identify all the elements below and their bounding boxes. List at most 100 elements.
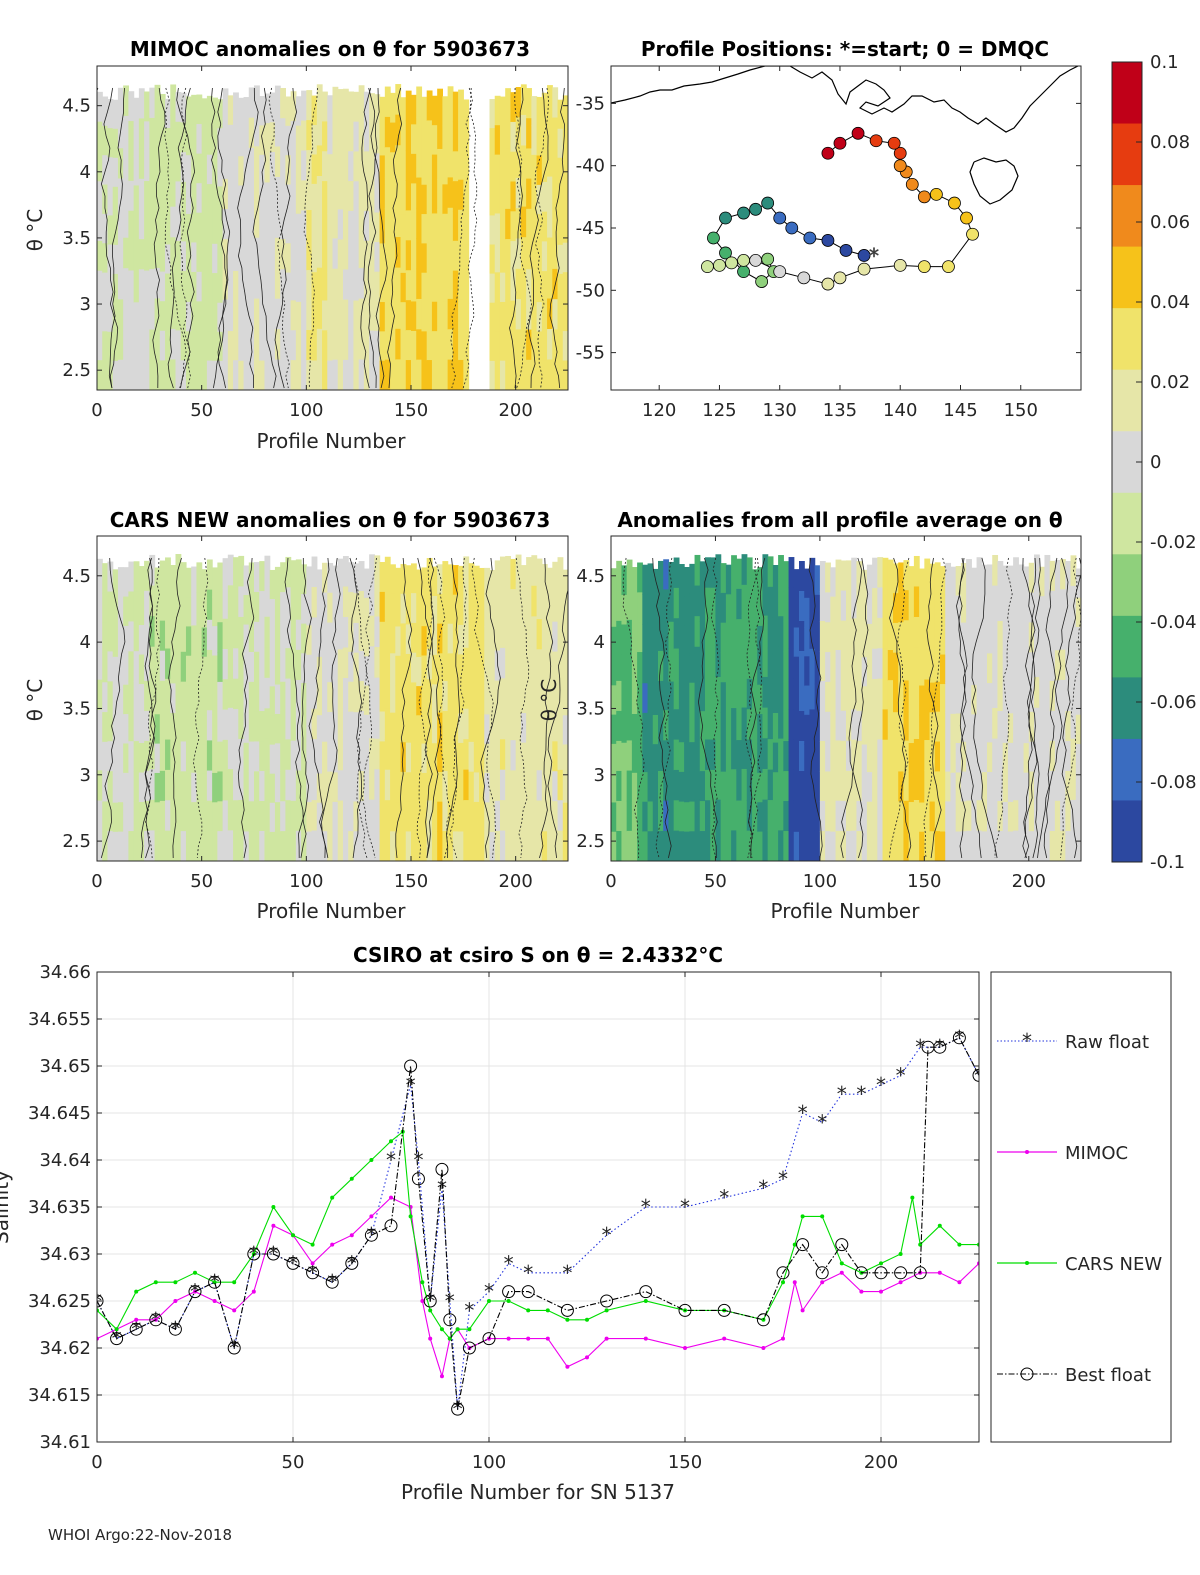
heatmap-cell (463, 186, 470, 217)
heatmap-cell (301, 90, 307, 122)
heatmap-cell (452, 330, 459, 361)
heatmap-cell (1007, 831, 1014, 861)
heatmap-cell (882, 830, 889, 861)
heatmap-cell (866, 801, 873, 832)
heatmap-cell (772, 653, 779, 685)
heatmap-cell (562, 360, 568, 390)
heatmap-cell (908, 713, 915, 744)
heatmap-cell (557, 99, 564, 130)
heatmap-cell (348, 801, 355, 832)
best-float-point (560, 1303, 574, 1317)
heatmap-cell (191, 831, 198, 861)
heatmap-cell (316, 656, 323, 687)
heatmap-cell (196, 124, 203, 155)
heatmap-cell (128, 561, 135, 593)
heatmap-cell (390, 122, 396, 153)
heatmap-cell (390, 564, 396, 595)
heatmap-cell (290, 121, 297, 152)
heatmap-cell (295, 589, 302, 621)
heatmap-cell (663, 649, 670, 681)
heatmap-cell (647, 712, 654, 743)
heatmap-cell (809, 739, 816, 771)
heatmap-cell (642, 742, 649, 773)
heatmap-cell (499, 96, 506, 127)
heatmap-cell (976, 617, 983, 649)
heatmap-cell (866, 831, 873, 861)
heatmap-cell (772, 772, 779, 803)
heatmap-cell (1044, 554, 1051, 587)
heatmap-cell (306, 270, 313, 301)
profile-position-marker (719, 246, 732, 260)
heatmap-cell (395, 685, 402, 716)
heatmap-cell (699, 741, 706, 772)
heatmap-cell (201, 715, 208, 745)
heatmap-cell (611, 685, 617, 716)
heatmap-cell (887, 800, 894, 832)
heatmap-cell (431, 154, 438, 185)
heatmap-cell (316, 598, 323, 629)
heatmap-cell (191, 566, 198, 597)
y-tick-label: 34.645 (28, 1103, 91, 1124)
heatmap-cell (322, 360, 328, 390)
heatmap-cell (1002, 565, 1009, 596)
heatmap-cell (358, 359, 365, 390)
heatmap-cell (647, 801, 654, 832)
heatmap-cell (442, 301, 449, 332)
best-float-point (639, 1285, 653, 1299)
heatmap-cell (557, 186, 564, 217)
heatmap-cell (631, 831, 638, 861)
heatmap-cell (778, 585, 784, 617)
heatmap-cell (835, 680, 842, 711)
heatmap-cell (531, 331, 538, 362)
heatmap-cell (631, 596, 638, 627)
heatmap-cell (363, 300, 370, 331)
heatmap-cell (541, 152, 548, 183)
heatmap-cell (731, 677, 737, 709)
heatmap-cell (421, 302, 428, 332)
contour-line (622, 557, 645, 859)
heatmap-cell (342, 617, 349, 649)
panel1-title: MIMOC anomalies on θ for 5903673 (130, 37, 530, 61)
heatmap-cell (1039, 625, 1046, 656)
heatmap-cell (663, 589, 670, 621)
heatmap-cell (825, 711, 831, 743)
heatmap-cell (144, 270, 150, 302)
heatmap-cell (893, 831, 899, 861)
mimoc-point (585, 1355, 589, 1360)
heatmap-cell (123, 596, 129, 627)
contour-line (747, 557, 763, 859)
heatmap-cell (248, 147, 255, 179)
heatmap-cell (746, 709, 753, 741)
heatmap-cell (720, 831, 727, 861)
colorbar-band (1112, 123, 1142, 186)
heatmap-cell (484, 597, 491, 628)
heatmap-cell (201, 685, 208, 716)
heatmap-cell (411, 94, 417, 125)
heatmap-cell (531, 708, 538, 740)
heatmap-cell (154, 328, 161, 361)
heatmap-cell (981, 683, 988, 714)
heatmap-cell (280, 359, 286, 390)
heatmap-cell (819, 680, 826, 712)
heatmap-cell (772, 624, 779, 655)
heatmap-cell (725, 594, 732, 625)
heatmap-cell (269, 330, 276, 361)
heatmap-cell (960, 831, 967, 861)
contour-line (534, 87, 550, 389)
heatmap-cell (384, 587, 391, 619)
heatmap-cell (306, 210, 313, 241)
heatmap-cell (720, 712, 727, 743)
coastline-australia (611, 66, 1079, 133)
heatmap-cell (159, 301, 166, 332)
heatmap-cell (505, 299, 512, 331)
heatmap-cell (206, 589, 213, 621)
heatmap-cell (117, 118, 124, 149)
heatmap-cell (463, 244, 470, 275)
heatmap-cell (112, 99, 119, 130)
heatmap-cell (814, 742, 821, 773)
heatmap-cell (421, 596, 428, 627)
heatmap-cell (384, 678, 391, 710)
heatmap-cell (458, 772, 464, 803)
heatmap-cell (138, 299, 145, 331)
heatmap-cell (411, 153, 417, 184)
